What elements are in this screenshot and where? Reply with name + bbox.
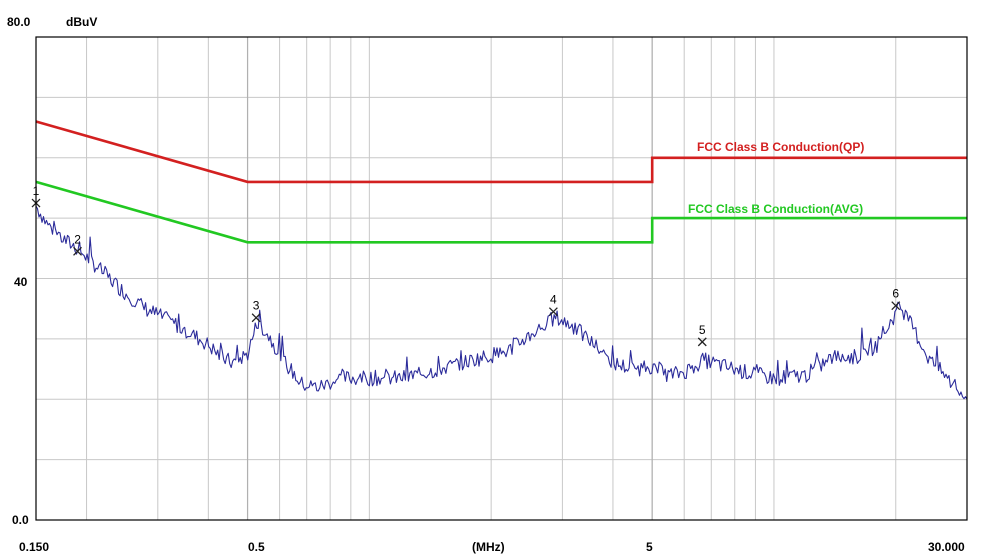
marker-6-cross bbox=[891, 301, 901, 311]
limit-lines bbox=[35, 120, 967, 244]
marker-2-cross bbox=[73, 246, 82, 256]
marker-4-cross bbox=[548, 307, 558, 317]
plot-frame bbox=[35, 36, 968, 521]
measurement-trace bbox=[35, 205, 968, 400]
y-tick-label-top: 80.0 bbox=[7, 15, 31, 29]
marker-3-label: 3 bbox=[253, 299, 260, 313]
x-tick-label-start: 0.150 bbox=[19, 540, 49, 554]
y-tick-label-middle: 40 bbox=[14, 275, 28, 289]
marker-4-label: 4 bbox=[550, 293, 557, 307]
avg-limit-line bbox=[35, 180, 967, 244]
x-unit-label: (MHz) bbox=[472, 540, 505, 554]
marker-3-cross bbox=[251, 313, 261, 323]
avg-limit-label: FCC Class B Conduction(AVG) bbox=[688, 202, 863, 216]
marker-5-cross bbox=[697, 337, 707, 347]
grid-lines bbox=[36, 37, 967, 520]
marker-6-label: 6 bbox=[892, 287, 899, 301]
trace-line bbox=[35, 205, 968, 400]
x-tick-label-five: 5 bbox=[646, 540, 653, 554]
qp-limit-label: FCC Class B Conduction(QP) bbox=[697, 140, 864, 154]
qp-limit-line bbox=[35, 120, 967, 184]
marker-2-label: 2 bbox=[74, 232, 81, 246]
x-tick-label-end: 30.000 bbox=[928, 540, 965, 554]
x-tick-label-half: 0.5 bbox=[248, 540, 265, 554]
y-tick-label-bottom: 0.0 bbox=[12, 513, 29, 527]
marker-5-label: 5 bbox=[699, 323, 706, 337]
y-unit-label: dBuV bbox=[66, 15, 97, 29]
peak-markers: 123 456 bbox=[31, 184, 901, 347]
